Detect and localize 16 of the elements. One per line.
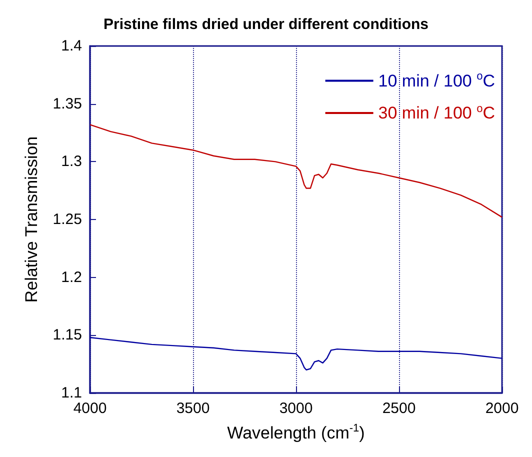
x-tick-label: 2500 xyxy=(382,400,416,417)
line-series xyxy=(89,124,503,218)
x-tick-label: 3500 xyxy=(176,400,210,417)
x-tick-label: 4000 xyxy=(73,400,107,417)
x-tick-label: 3000 xyxy=(279,400,313,417)
chart-title: Pristine films dried under different conditions xyxy=(103,16,429,33)
y-tick-label: 1.15 xyxy=(52,326,82,344)
line-series xyxy=(89,336,503,370)
y-tick-label: 1.25 xyxy=(52,211,82,228)
x-tick-label: 2000 xyxy=(485,400,519,417)
y-tick-label: 1.3 xyxy=(61,153,82,170)
y-axis-title: Relative Transmission xyxy=(22,136,41,303)
y-tick-label: 1.35 xyxy=(52,95,82,112)
y-tick-label: 1.1 xyxy=(61,384,82,402)
y-tick-label: 1.4 xyxy=(61,38,82,54)
y-tick-label: 1.2 xyxy=(61,268,82,286)
